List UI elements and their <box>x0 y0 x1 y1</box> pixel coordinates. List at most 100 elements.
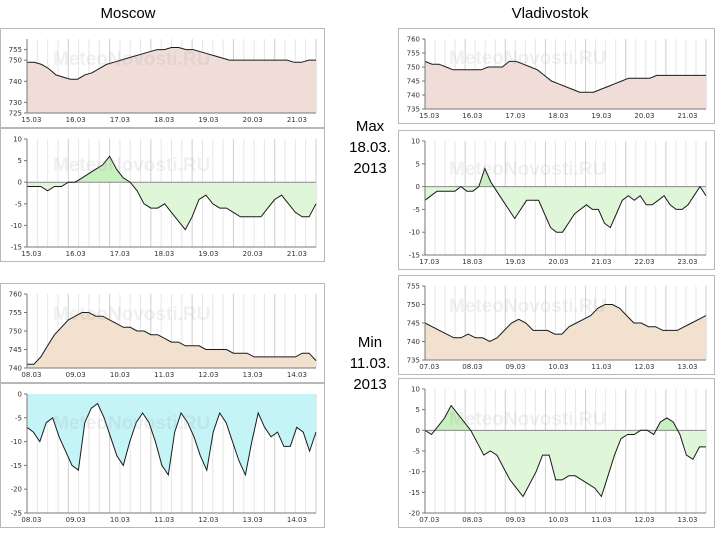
y-tick-label: -5 <box>15 414 22 422</box>
y-tick-label: -15 <box>409 252 420 260</box>
x-tick-label: 11.03 <box>591 363 611 371</box>
y-tick-label: 755 <box>407 50 420 58</box>
max-title: Max <box>355 118 385 135</box>
y-tick-label: 740 <box>9 365 22 373</box>
y-tick-label: 750 <box>407 301 420 309</box>
vladivostok-max-temp-chart: 10 5 0 -5 -10 -15 17.03 18.03 19.03 20.03 21.03 22.… <box>398 130 715 270</box>
data-line <box>424 60 706 93</box>
y-tick-label: -10 <box>409 468 420 476</box>
y-tick-label: 0 <box>416 427 420 435</box>
y-tick-label: -5 <box>15 200 22 208</box>
x-tick-label: 17.03 <box>419 258 439 266</box>
x-tick-label: 17.03 <box>110 116 130 124</box>
y-tick-label: 5 <box>416 406 420 414</box>
moscow-title: Moscow <box>100 5 156 22</box>
x-tick-label: 08.03 <box>21 371 41 379</box>
min-label: Min 11.03. 2013 <box>338 332 402 395</box>
y-tick-label: 750 <box>9 328 22 336</box>
x-tick-label: 20.03 <box>548 258 568 266</box>
vladivostok-min-pressure-chart: 755 750 745 740 735 07.03 08.03 09.03 10.03 11.03… <box>398 275 715 375</box>
y-tick-label: 740 <box>407 338 420 346</box>
y-tick-label: 745 <box>407 320 420 328</box>
y-tick-label: 0 <box>18 391 22 399</box>
vladivostok-min-temp-chart: 10 5 0 -5 -10 -15 -20 07.03 08.03 09.03 10.03 11.03… <box>398 378 715 528</box>
x-tick-label: 10.03 <box>548 363 568 371</box>
x-tick-label: 21.03 <box>677 112 697 120</box>
min-year: 2013 <box>353 376 387 393</box>
min-date: 11.03. <box>349 355 391 372</box>
y-tick-label: 745 <box>9 346 22 354</box>
max-date: 18.03. <box>349 139 391 156</box>
y-tick-label: 745 <box>407 78 420 86</box>
y-tick-label: 10 <box>411 138 420 146</box>
y-tick-label: -25 <box>11 510 22 518</box>
x-tick-label: 21.03 <box>591 258 611 266</box>
vladivostok-title: Vladivostok <box>511 5 589 22</box>
x-tick-label: 23.03 <box>677 258 697 266</box>
y-tick-label: 760 <box>9 291 22 299</box>
max-label: Max 18.03. 2013 <box>338 116 402 179</box>
area-fill <box>425 168 706 233</box>
x-tick-label: 18.03 <box>154 250 174 258</box>
x-tick-label: 14.03 <box>287 371 307 379</box>
y-tick-label: 755 <box>9 309 22 317</box>
x-tick-label: 10.03 <box>110 371 130 379</box>
x-tick-label: 18.03 <box>462 258 482 266</box>
y-tick-label: 755 <box>407 283 420 291</box>
x-tick-label: 13.03 <box>677 363 697 371</box>
x-tick-label: 10.03 <box>548 516 568 524</box>
y-tick-label: 10 <box>13 136 22 144</box>
y-tick-label: 740 <box>9 78 22 86</box>
y-tick-label: 0 <box>18 179 22 187</box>
area-fill <box>425 61 706 109</box>
x-tick-label: 13.03 <box>243 371 263 379</box>
x-tick-label: 13.03 <box>243 516 263 524</box>
x-tick-label: 16.03 <box>66 116 86 124</box>
x-tick-label: 12.03 <box>634 516 654 524</box>
y-tick-label: 760 <box>407 36 420 44</box>
x-tick-label: 21.03 <box>287 250 307 258</box>
y-tick-label: -10 <box>11 222 22 230</box>
x-tick-label: 12.03 <box>198 371 218 379</box>
x-tick-label: 10.03 <box>110 516 130 524</box>
x-tick-label: 09.03 <box>505 516 525 524</box>
x-tick-label: 15.03 <box>21 116 41 124</box>
y-tick-label: 5 <box>18 157 22 165</box>
x-tick-label: 08.03 <box>462 363 482 371</box>
y-tick-label: -15 <box>11 244 22 252</box>
x-tick-label: 17.03 <box>505 112 525 120</box>
x-tick-label: 19.03 <box>591 112 611 120</box>
y-tick-label: 755 <box>9 46 22 54</box>
y-tick-label: 730 <box>9 99 22 107</box>
y-tick-label: -20 <box>409 510 420 518</box>
y-tick-label: -5 <box>413 206 420 214</box>
x-tick-label: 15.03 <box>21 250 41 258</box>
x-tick-label: 19.03 <box>198 116 218 124</box>
y-tick-label: -10 <box>11 438 22 446</box>
y-tick-label: 735 <box>407 106 420 114</box>
x-tick-label: 20.03 <box>243 250 263 258</box>
moscow-min-temp-chart: 0 -5 -10 -15 -20 -25 08.03 09.03 10.03 11.03 12.03… <box>0 383 325 528</box>
x-tick-label: 20.03 <box>634 112 654 120</box>
x-tick-label: 16.03 <box>66 250 86 258</box>
x-tick-label: 20.03 <box>243 116 263 124</box>
x-tick-label: 09.03 <box>66 516 86 524</box>
y-tick-label: 10 <box>411 386 420 394</box>
y-tick-label: 5 <box>416 160 420 168</box>
y-tick-label: -15 <box>409 489 420 497</box>
vladivostok-max-pressure-chart: 760 755 750 745 740 735 15.03 16.03 17.03 18.03 19… <box>398 28 715 124</box>
y-tick-label: 0 <box>416 183 420 191</box>
x-tick-label: 16.03 <box>462 112 482 120</box>
y-tick-label: 735 <box>407 357 420 365</box>
moscow-max-pressure-chart: 725 730 740 750 755 15.03 16.03 17.03 18.03 19.03… <box>0 28 325 128</box>
x-tick-label: 13.03 <box>677 516 697 524</box>
max-year: 2013 <box>353 160 387 177</box>
y-tick-label: -5 <box>413 448 420 456</box>
x-tick-label: 08.03 <box>462 516 482 524</box>
data-line <box>424 404 706 498</box>
